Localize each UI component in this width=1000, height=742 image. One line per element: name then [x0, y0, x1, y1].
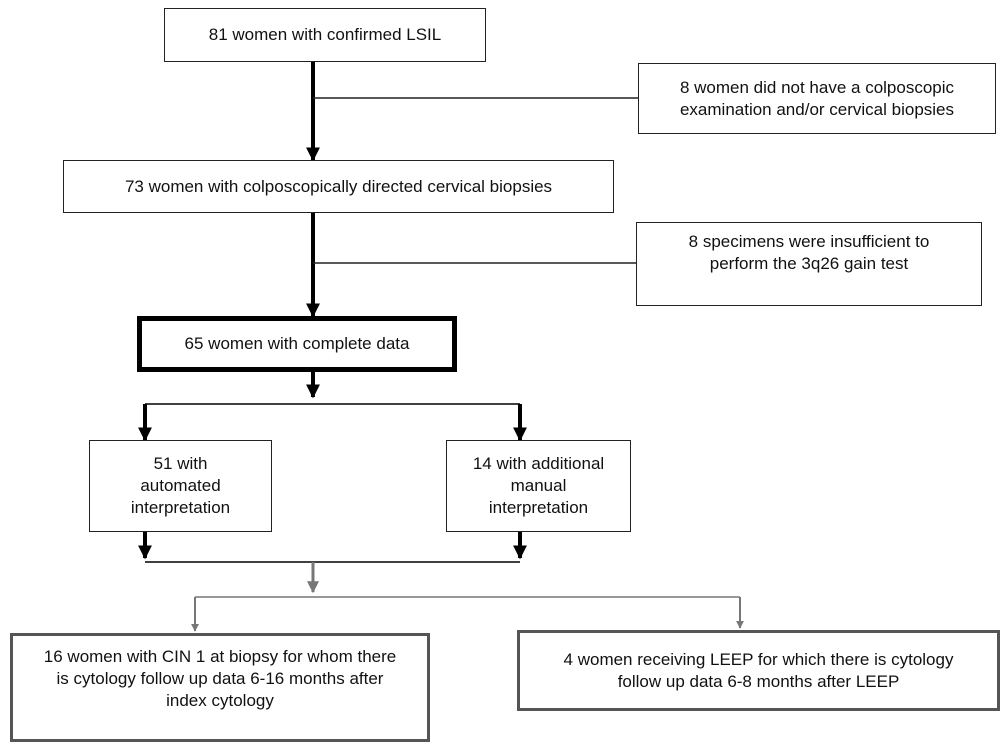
biopsies-text: 73 women with colposcopically directed c…: [124, 176, 553, 196]
complete-data-box: 65 women with complete data: [137, 316, 457, 372]
cin1-outcome-box: 16 women with CIN 1 at biopsy for whom t…: [10, 633, 430, 742]
exclusion-1-text: 8 women did not have a colposcopic exami…: [679, 77, 955, 119]
exclusion-box-1: 8 women did not have a colposcopic exami…: [638, 63, 996, 134]
complete-data-text: 65 women with complete data: [184, 334, 410, 353]
exclusion-box-2: 8 specimens were insufficient to perform…: [636, 222, 982, 306]
manual-text: 14 with additional manual interpretation: [472, 454, 605, 517]
biopsies-box: 73 women with colposcopically directed c…: [63, 160, 614, 213]
automated-box: 51 with automated interpretation: [89, 440, 272, 532]
cin1-outcome-text: 16 women with CIN 1 at biopsy for whom t…: [43, 647, 397, 710]
leep-outcome-text: 4 women receiving LEEP for which there i…: [563, 649, 954, 691]
start-box: 81 women with confirmed LSIL: [164, 8, 486, 62]
automated-text: 51 with automated interpretation: [130, 454, 231, 517]
manual-box: 14 with additional manual interpretation: [446, 440, 631, 532]
start-text: 81 women with confirmed LSIL: [208, 25, 442, 44]
leep-outcome-box: 4 women receiving LEEP for which there i…: [517, 630, 1000, 711]
exclusion-2-text: 8 specimens were insufficient to perform…: [688, 232, 930, 273]
